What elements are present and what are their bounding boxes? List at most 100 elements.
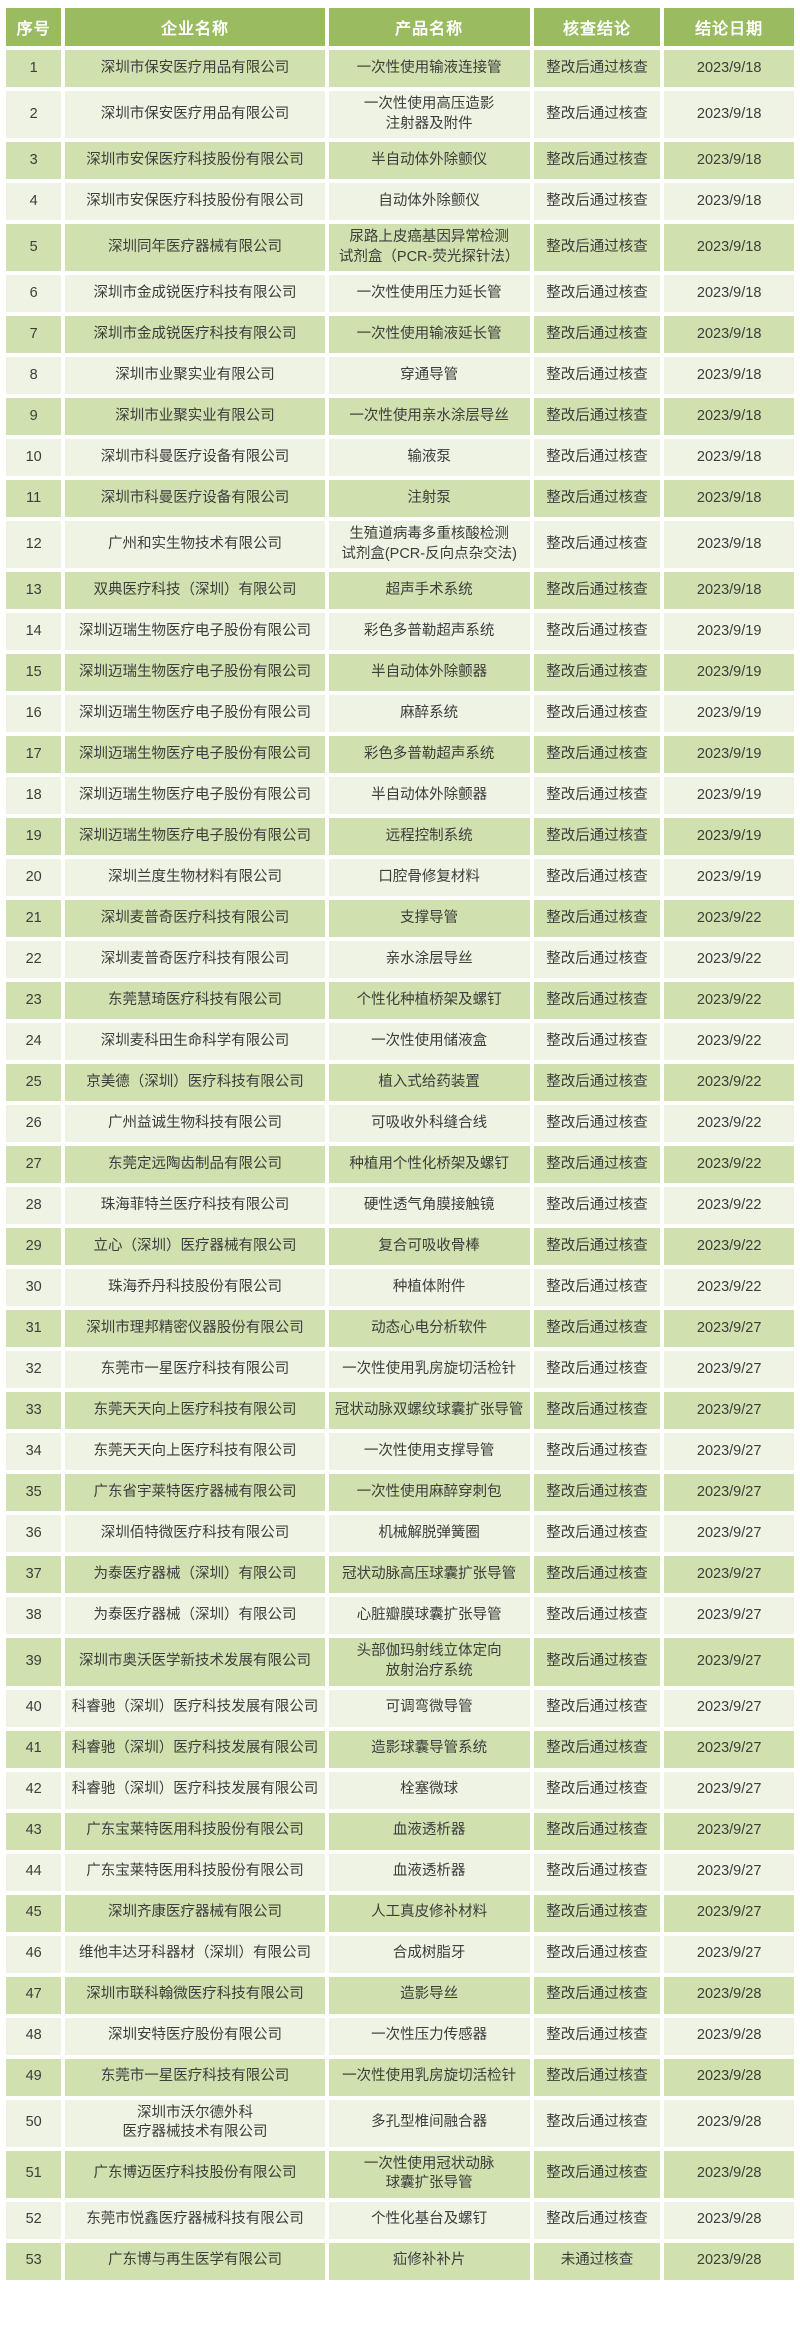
cell-company: 深圳市联科翰微医疗科技有限公司 (65, 1976, 325, 2014)
cell-product: 一次性使用输液连接管 (328, 50, 530, 87)
cell-index: 33 (6, 1392, 62, 1430)
cell-product: 亲水涂层导丝 (328, 941, 530, 979)
cell-index: 7 (6, 316, 62, 354)
cell-product: 人工真皮修补材料 (328, 1894, 530, 1932)
cell-company: 深圳麦普奇医疗科技有限公司 (65, 900, 325, 938)
table-row: 19 深圳迈瑞生物医疗电子股份有限公司 远程控制系统 整改后通过核查 2023/… (6, 818, 794, 856)
cell-conclusion: 整改后通过核查 (533, 1597, 661, 1635)
cell-index: 24 (6, 1023, 62, 1061)
cell-product: 多孔型椎间融合器 (328, 2099, 530, 2147)
cell-date: 2023/9/27 (664, 1812, 794, 1850)
cell-product: 个性化基台及螺钉 (328, 2201, 530, 2239)
cell-date: 2023/9/27 (664, 1597, 794, 1635)
cell-company: 科睿驰（深圳）医疗科技发展有限公司 (65, 1730, 325, 1768)
cell-conclusion: 整改后通过核查 (533, 1351, 661, 1389)
cell-company: 科睿驰（深圳）医疗科技发展有限公司 (65, 1689, 325, 1727)
cell-index: 19 (6, 818, 62, 856)
cell-index: 17 (6, 736, 62, 774)
cell-date: 2023/9/19 (664, 736, 794, 774)
table-row: 49 东莞市一星医疗科技有限公司 一次性使用乳房旋切活检针 整改后通过核查 20… (6, 2058, 794, 2096)
cell-conclusion: 整改后通过核查 (533, 2201, 661, 2239)
cell-index: 31 (6, 1310, 62, 1348)
cell-conclusion: 整改后通过核查 (533, 654, 661, 692)
table-row: 37 为泰医疗器械（深圳）有限公司 冠状动脉高压球囊扩张导管 整改后通过核查 2… (6, 1556, 794, 1594)
cell-index: 1 (6, 50, 62, 87)
cell-conclusion: 整改后通过核查 (533, 982, 661, 1020)
cell-company: 深圳市业聚实业有限公司 (65, 357, 325, 395)
cell-date: 2023/9/18 (664, 572, 794, 610)
cell-date: 2023/9/19 (664, 818, 794, 856)
cell-company: 广东宝莱特医用科技股份有限公司 (65, 1853, 325, 1891)
cell-product: 一次性使用输液延长管 (328, 316, 530, 354)
cell-product: 种植体附件 (328, 1269, 530, 1307)
cell-index: 53 (6, 2242, 62, 2280)
cell-conclusion: 整改后通过核查 (533, 1689, 661, 1727)
cell-date: 2023/9/22 (664, 1146, 794, 1184)
cell-company: 深圳市科曼医疗设备有限公司 (65, 439, 325, 477)
cell-index: 45 (6, 1894, 62, 1932)
cell-index: 32 (6, 1351, 62, 1389)
cell-index: 18 (6, 777, 62, 815)
cell-index: 47 (6, 1976, 62, 2014)
cell-product: 栓塞微球 (328, 1771, 530, 1809)
cell-conclusion: 整改后通过核查 (533, 2017, 661, 2055)
cell-index: 13 (6, 572, 62, 610)
cell-date: 2023/9/28 (664, 2242, 794, 2280)
cell-product: 一次性使用压力延长管 (328, 275, 530, 313)
cell-company: 深圳市沃尔德外科 医疗器械技术有限公司 (65, 2099, 325, 2147)
cell-date: 2023/9/18 (664, 183, 794, 221)
cell-conclusion: 整改后通过核查 (533, 2150, 661, 2198)
cell-conclusion: 整改后通过核查 (533, 50, 661, 87)
cell-product: 超声手术系统 (328, 572, 530, 610)
cell-index: 4 (6, 183, 62, 221)
cell-company: 东莞天天向上医疗科技有限公司 (65, 1433, 325, 1471)
cell-conclusion: 整改后通过核查 (533, 1638, 661, 1686)
cell-conclusion: 整改后通过核查 (533, 1228, 661, 1266)
cell-conclusion: 未通过核查 (533, 2242, 661, 2280)
cell-index: 12 (6, 521, 62, 569)
cell-product: 合成树脂牙 (328, 1935, 530, 1973)
table-row: 28 珠海菲特兰医疗科技有限公司 硬性透气角膜接触镜 整改后通过核查 2023/… (6, 1187, 794, 1225)
cell-index: 30 (6, 1269, 62, 1307)
cell-company: 广州益诚生物科技有限公司 (65, 1105, 325, 1143)
cell-company: 珠海菲特兰医疗科技有限公司 (65, 1187, 325, 1225)
cell-company: 深圳市理邦精密仪器股份有限公司 (65, 1310, 325, 1348)
cell-conclusion: 整改后通过核查 (533, 1105, 661, 1143)
cell-product: 冠状动脉双螺纹球囊扩张导管 (328, 1392, 530, 1430)
table-row: 24 深圳麦科田生命科学有限公司 一次性使用储液盒 整改后通过核查 2023/9… (6, 1023, 794, 1061)
table-row: 17 深圳迈瑞生物医疗电子股份有限公司 彩色多普勒超声系统 整改后通过核查 20… (6, 736, 794, 774)
cell-index: 26 (6, 1105, 62, 1143)
table-row: 5 深圳同年医疗器械有限公司 尿路上皮癌基因异常检测 试剂盒（PCR-荧光探针法… (6, 224, 794, 272)
cell-conclusion: 整改后通过核查 (533, 224, 661, 272)
cell-product: 头部伽玛射线立体定向 放射治疗系统 (328, 1638, 530, 1686)
cell-conclusion: 整改后通过核查 (533, 859, 661, 897)
cell-product: 可吸收外科缝合线 (328, 1105, 530, 1143)
cell-date: 2023/9/18 (664, 316, 794, 354)
cell-product: 注射泵 (328, 480, 530, 518)
cell-product: 复合可吸收骨棒 (328, 1228, 530, 1266)
cell-conclusion: 整改后通过核查 (533, 1146, 661, 1184)
cell-conclusion: 整改后通过核查 (533, 1474, 661, 1512)
table-row: 43 广东宝莱特医用科技股份有限公司 血液透析器 整改后通过核查 2023/9/… (6, 1812, 794, 1850)
cell-conclusion: 整改后通过核查 (533, 941, 661, 979)
cell-index: 16 (6, 695, 62, 733)
table-row: 10 深圳市科曼医疗设备有限公司 输液泵 整改后通过核查 2023/9/18 (6, 439, 794, 477)
cell-index: 40 (6, 1689, 62, 1727)
cell-date: 2023/9/18 (664, 91, 794, 139)
cell-company: 深圳迈瑞生物医疗电子股份有限公司 (65, 818, 325, 856)
table-row: 3 深圳市安保医疗科技股份有限公司 半自动体外除颤仪 整改后通过核查 2023/… (6, 142, 794, 180)
table-row: 26 广州益诚生物科技有限公司 可吸收外科缝合线 整改后通过核查 2023/9/… (6, 1105, 794, 1143)
cell-index: 27 (6, 1146, 62, 1184)
header-cell-company: 企业名称 (65, 8, 325, 46)
cell-company: 珠海乔丹科技股份有限公司 (65, 1269, 325, 1307)
cell-product: 口腔骨修复材料 (328, 859, 530, 897)
table-row: 48 深圳安特医疗股份有限公司 一次性压力传感器 整改后通过核查 2023/9/… (6, 2017, 794, 2055)
cell-index: 21 (6, 900, 62, 938)
cell-index: 28 (6, 1187, 62, 1225)
cell-company: 双典医疗科技（深圳）有限公司 (65, 572, 325, 610)
cell-product: 一次性使用冠状动脉 球囊扩张导管 (328, 2150, 530, 2198)
cell-company: 深圳迈瑞生物医疗电子股份有限公司 (65, 736, 325, 774)
cell-company: 深圳迈瑞生物医疗电子股份有限公司 (65, 695, 325, 733)
cell-product: 尿路上皮癌基因异常检测 试剂盒（PCR-荧光探针法） (328, 224, 530, 272)
table-row: 47 深圳市联科翰微医疗科技有限公司 造影导丝 整改后通过核查 2023/9/2… (6, 1976, 794, 2014)
